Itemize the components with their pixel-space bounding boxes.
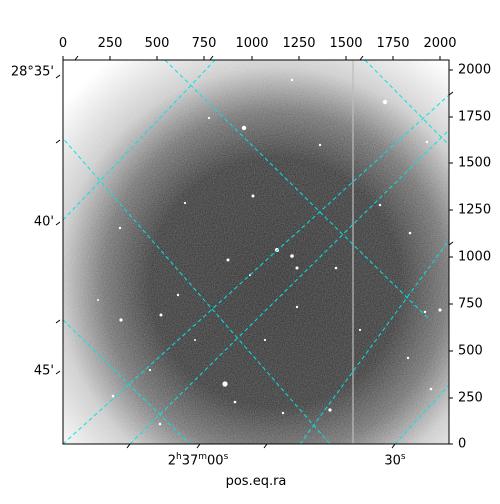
star [408, 231, 412, 235]
star [158, 422, 162, 426]
sky-noise [63, 60, 449, 444]
star [263, 338, 267, 342]
wcs-tick [448, 241, 454, 246]
right-tick-label: 1000 [458, 249, 492, 265]
right-tick-label: 0 [458, 436, 467, 452]
grid-line [63, 60, 216, 221]
star [183, 201, 187, 205]
star [334, 266, 338, 270]
grid-line [394, 384, 449, 444]
wcs-tick [359, 55, 364, 61]
wcs-tick [55, 139, 61, 144]
wcs-tick [448, 91, 454, 96]
star [425, 140, 429, 144]
star [328, 408, 332, 412]
star [111, 394, 115, 398]
wcs-tick [126, 443, 131, 449]
grid-line [129, 129, 449, 444]
star [226, 258, 230, 262]
star [295, 266, 299, 270]
grid-line [63, 137, 331, 444]
star [378, 203, 382, 207]
star [159, 313, 163, 317]
wcs-tick [74, 55, 79, 61]
stars [97, 78, 442, 426]
x-axis-label: pos.eq.ra [225, 474, 287, 489]
star [429, 387, 433, 391]
top-tick-label: 1250 [282, 36, 316, 51]
wcs-tick [55, 74, 61, 79]
wcs-tick [209, 55, 214, 61]
ra-tick-label: 30s [384, 452, 406, 469]
grid-line [63, 319, 191, 444]
star [438, 308, 442, 312]
plot-frame [62, 59, 450, 445]
star [290, 254, 294, 258]
top-tick-label: 500 [144, 36, 170, 51]
grid-line [63, 94, 449, 444]
star [423, 310, 427, 314]
wcs-tick [391, 443, 396, 449]
star [233, 400, 237, 404]
right-tick-label: 250 [458, 390, 483, 406]
star [176, 293, 180, 297]
grid-line [164, 60, 431, 321]
ra-tick-label: 2h37m00s [167, 452, 229, 469]
wcs-tick [55, 221, 61, 226]
top-tick-label: 1750 [376, 36, 410, 51]
star [118, 226, 122, 230]
star [119, 318, 123, 322]
star [222, 381, 228, 387]
star [358, 328, 362, 332]
right-tick-label: 2000 [458, 62, 492, 78]
star [382, 99, 388, 105]
wcs-tick [263, 443, 268, 449]
star [406, 356, 410, 360]
top-tick-label: 2000 [423, 36, 457, 51]
coordinate-grid [63, 60, 449, 444]
top-tick-label: 0 [58, 36, 68, 51]
star [318, 143, 322, 147]
wcs-tick [55, 319, 61, 324]
grid-line [299, 239, 449, 444]
wcs-tick [55, 370, 61, 375]
star [241, 125, 247, 131]
star [194, 339, 196, 341]
dec-tick-label: 28°35' [10, 64, 54, 80]
wcs-tick [196, 443, 201, 449]
dec-tick-label: 40' [33, 214, 54, 230]
right-tick-label: 1250 [458, 202, 492, 218]
star [148, 368, 152, 372]
star [207, 116, 211, 120]
dec-tick-label: 45' [33, 363, 54, 379]
star [281, 411, 285, 415]
top-tick-label: 1500 [329, 36, 363, 51]
grid-line [364, 60, 449, 146]
right-tick-label: 1750 [458, 109, 492, 125]
right-tick-label: 1500 [458, 155, 492, 171]
star [251, 194, 255, 198]
axis-ticks [55, 55, 454, 449]
star [295, 305, 299, 309]
right-tick-label: 750 [458, 296, 483, 312]
top-tick-label: 250 [97, 36, 123, 51]
star [97, 299, 99, 301]
star [290, 78, 294, 82]
top-tick-label: 1000 [235, 36, 269, 51]
top-tick-label: 750 [191, 36, 217, 51]
right-tick-label: 500 [458, 343, 483, 359]
